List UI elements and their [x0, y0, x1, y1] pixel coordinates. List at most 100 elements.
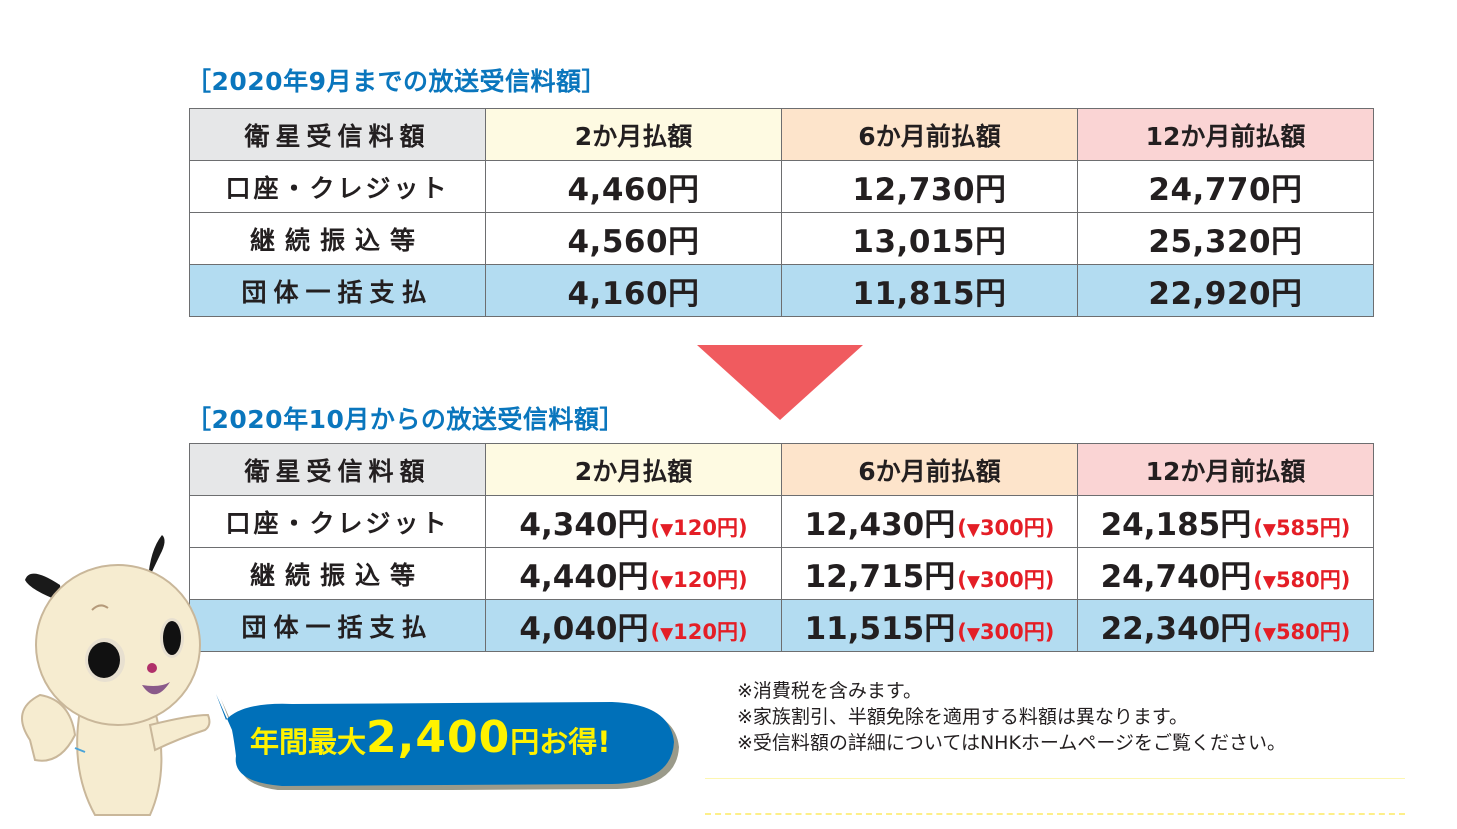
row-label: 団体一括支払 — [189, 599, 486, 652]
reduction-badge: (▼580円) — [1253, 620, 1350, 644]
row-label: 継続振込等 — [189, 212, 486, 265]
amount-cell: 24,740円(▼580円) — [1077, 547, 1374, 600]
divider-line — [705, 778, 1405, 779]
header-six-month: 6か月前払額 — [781, 108, 1078, 161]
before-section-title: ［2020年9月までの放送受信料額］ — [186, 67, 607, 96]
down-triangle-icon: ▼ — [1262, 572, 1276, 592]
header-satellite-fee: 衛星受信料額 — [189, 108, 486, 161]
amount-cell: 24,185円(▼585円) — [1077, 495, 1374, 548]
reduction-amount: 120円) — [673, 620, 748, 644]
down-triangle-icon: ▼ — [1262, 520, 1276, 540]
amount-cell: 12,730円 — [781, 160, 1078, 213]
amount-cell: 4,440円(▼120円) — [485, 547, 782, 600]
down-triangle-icon: ▼ — [1262, 624, 1276, 644]
header-row: 衛星受信料額 2か月払額 6か月前払額 12か月前払額 — [189, 443, 1374, 496]
savings-callout-bubble — [216, 694, 679, 790]
paren: ( — [957, 568, 967, 592]
amount-cell: 4,340円(▼120円) — [485, 495, 782, 548]
reduction-amount: 120円) — [673, 516, 748, 540]
row-label: 口座・クレジット — [189, 495, 486, 548]
amount-cell: 4,160円 — [485, 264, 782, 317]
reduction-badge: (▼120円) — [650, 568, 747, 592]
paren: ( — [650, 568, 661, 592]
after-fee-table: 衛星受信料額 2か月払額 6か月前払額 12か月前払額 口座・クレジット 4,3… — [189, 443, 1374, 652]
table-row: 口座・クレジット 4,460円 12,730円 24,770円 — [189, 160, 1374, 213]
reduction-badge: (▼120円) — [650, 516, 747, 540]
reduction-amount: 585円) — [1275, 516, 1351, 540]
new-amount: 11,515円 — [804, 611, 956, 647]
amount-cell: 13,015円 — [781, 212, 1078, 265]
reduction-amount: 300円) — [979, 568, 1055, 592]
new-amount: 4,340円 — [519, 507, 649, 543]
down-triangle-icon: ▼ — [660, 572, 674, 592]
footnote-details: ※受信料額の詳細についてはNHKホームページをご覧ください。 — [737, 732, 1286, 754]
reduction-badge: (▼300円) — [957, 516, 1054, 540]
down-triangle-icon: ▼ — [966, 520, 980, 540]
footnote-tax: ※消費税を含みます。 — [737, 680, 923, 702]
header-two-month: 2か月払額 — [485, 108, 782, 161]
header-twelve-month: 12か月前払額 — [1077, 108, 1374, 161]
amount-cell: 12,715円(▼300円) — [781, 547, 1078, 600]
footnote-discount: ※家族割引、半額免除を適用する料額は異なります。 — [737, 706, 1189, 728]
before-fee-table: 衛星受信料額 2か月払額 6か月前払額 12か月前払額 口座・クレジット 4,4… — [189, 108, 1374, 317]
footnotes: ※消費税を含みます。 ※家族割引、半額免除を適用する料額は異なります。 ※受信料… — [737, 678, 1286, 756]
mascot-character-icon — [21, 535, 211, 816]
paren: ( — [650, 620, 661, 644]
after-section-title: ［2020年10月からの放送受信料額］ — [186, 405, 625, 434]
reduction-amount: 120円) — [673, 568, 748, 592]
reduction-badge: (▼300円) — [957, 568, 1054, 592]
table-row: 団体一括支払 4,160円 11,815円 22,920円 — [189, 264, 1374, 317]
divider-dashed-line — [705, 813, 1405, 815]
new-amount: 24,185円 — [1100, 507, 1252, 543]
new-amount: 12,430円 — [804, 507, 956, 543]
amount-cell: 25,320円 — [1077, 212, 1374, 265]
amount-cell: 22,340円(▼580円) — [1077, 599, 1374, 652]
amount-cell: 24,770円 — [1077, 160, 1374, 213]
new-amount: 24,740円 — [1100, 559, 1252, 595]
table-row: 口座・クレジット 4,340円(▼120円) 12,430円(▼300円) 24… — [189, 495, 1374, 548]
reduction-amount: 580円) — [1275, 568, 1351, 592]
amount-cell: 11,815円 — [781, 264, 1078, 317]
paren: ( — [1253, 516, 1263, 540]
callout-suffix: 円お得! — [510, 725, 611, 759]
down-triangle-icon: ▼ — [966, 572, 980, 592]
reduction-amount: 300円) — [979, 516, 1055, 540]
paren: ( — [957, 620, 967, 644]
row-label: 団体一括支払 — [189, 264, 486, 317]
reduction-amount: 300円) — [979, 620, 1055, 644]
new-amount: 4,040円 — [519, 611, 649, 647]
new-amount: 22,340円 — [1100, 611, 1252, 647]
reduction-badge: (▼580円) — [1253, 568, 1350, 592]
down-triangle-icon: ▼ — [660, 520, 674, 540]
reduction-badge: (▼585円) — [1253, 516, 1350, 540]
amount-cell: 4,560円 — [485, 212, 782, 265]
amount-cell: 11,515円(▼300円) — [781, 599, 1078, 652]
header-twelve-month: 12か月前払額 — [1077, 443, 1374, 496]
amount-cell: 4,040円(▼120円) — [485, 599, 782, 652]
table-row: 継続振込等 4,560円 13,015円 25,320円 — [189, 212, 1374, 265]
paren: ( — [1253, 620, 1263, 644]
savings-callout-text: 年間最大2,400円お得! — [250, 712, 610, 763]
table-row: 継続振込等 4,440円(▼120円) 12,715円(▼300円) 24,74… — [189, 547, 1374, 600]
paren: ( — [650, 516, 661, 540]
paren: ( — [1253, 568, 1263, 592]
amount-cell: 12,430円(▼300円) — [781, 495, 1078, 548]
header-satellite-fee: 衛星受信料額 — [189, 443, 486, 496]
callout-prefix: 年間最大 — [250, 725, 367, 759]
down-triangle-icon: ▼ — [660, 624, 674, 644]
row-label: 口座・クレジット — [189, 160, 486, 213]
table-row: 団体一括支払 4,040円(▼120円) 11,515円(▼300円) 22,3… — [189, 599, 1374, 652]
new-amount: 12,715円 — [804, 559, 956, 595]
reduction-badge: (▼120円) — [650, 620, 747, 644]
reduction-badge: (▼300円) — [957, 620, 1054, 644]
callout-amount: 2,400 — [366, 712, 511, 763]
amount-cell: 22,920円 — [1077, 264, 1374, 317]
header-six-month: 6か月前払額 — [781, 443, 1078, 496]
new-amount: 4,440円 — [519, 559, 649, 595]
amount-cell: 4,460円 — [485, 160, 782, 213]
header-row: 衛星受信料額 2か月払額 6か月前払額 12か月前払額 — [189, 108, 1374, 161]
down-triangle-arrow-icon — [697, 345, 863, 420]
reduction-amount: 580円) — [1275, 620, 1351, 644]
paren: ( — [957, 516, 967, 540]
row-label: 継続振込等 — [189, 547, 486, 600]
